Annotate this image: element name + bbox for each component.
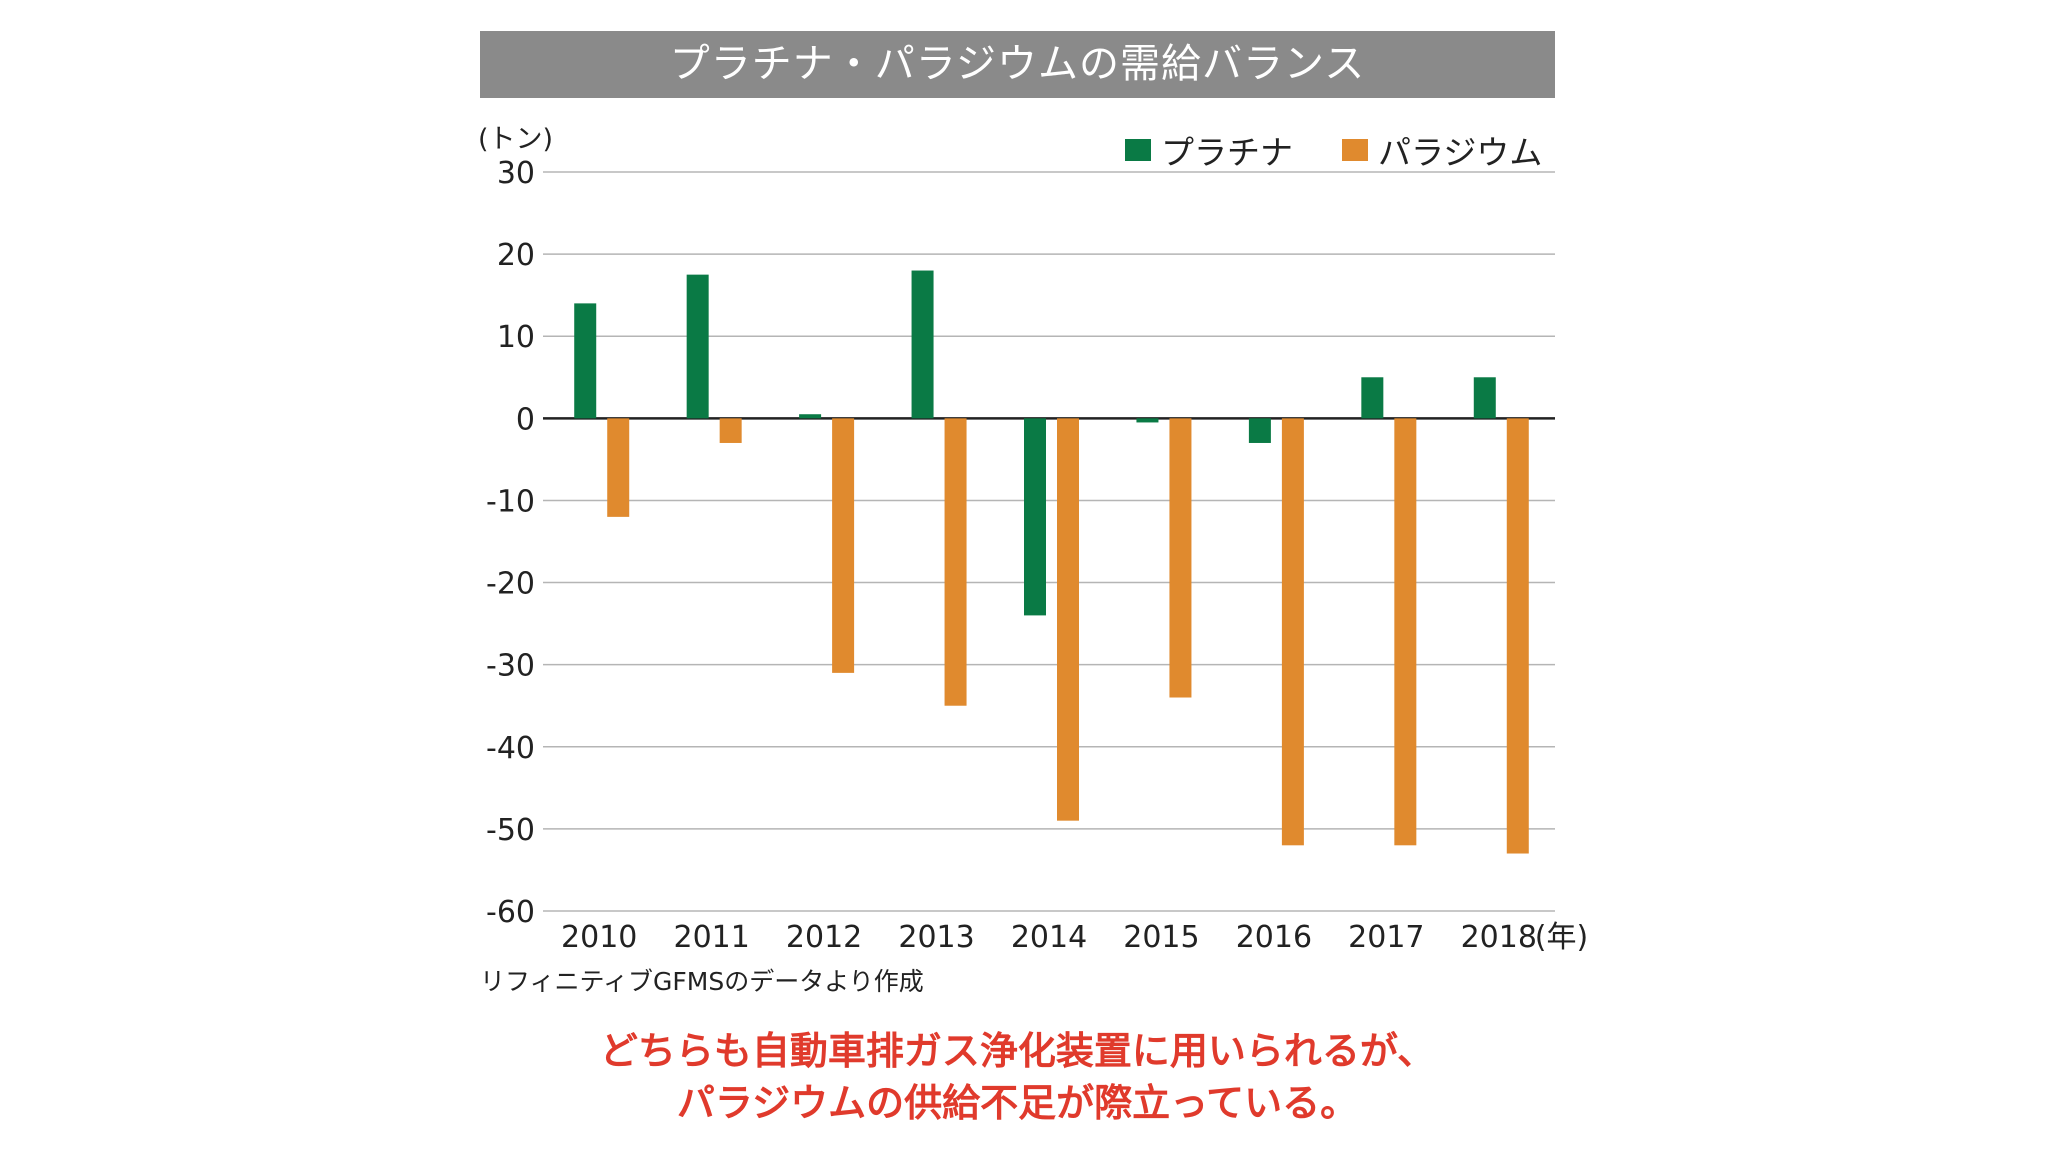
- x-tick-label: 2011: [673, 920, 749, 955]
- legend-swatch-platinum: [1125, 139, 1151, 161]
- y-tick-label: 30: [497, 156, 535, 191]
- legend-item-platinum: プラチナ: [1125, 126, 1293, 174]
- x-tick-label: 2014: [1011, 920, 1087, 955]
- x-tick-label: 2012: [786, 920, 862, 955]
- bar-platinum-2012: [799, 414, 822, 419]
- bar-palladium-2018: [1506, 418, 1529, 854]
- x-tick-label: 2016: [1236, 920, 1312, 955]
- x-axis-unit-label: (年): [1535, 920, 1588, 955]
- y-tick-label: -30: [486, 649, 535, 684]
- x-tick-label: 2013: [898, 920, 974, 955]
- legend-label-palladium: パラジウム: [1378, 133, 1543, 172]
- legend-label-platinum: プラチナ: [1161, 133, 1293, 172]
- y-tick-label: -20: [486, 567, 535, 602]
- bar-platinum-2014: [1024, 418, 1046, 616]
- bar-palladium-2016: [1281, 418, 1304, 846]
- x-tick-label: 2015: [1123, 920, 1199, 955]
- y-axis-unit-label: (トン): [478, 124, 554, 155]
- x-tick-label: 2010: [561, 920, 637, 955]
- bar-palladium-2010: [607, 418, 630, 517]
- bar-platinum-2011: [686, 274, 709, 419]
- x-tick-label: 2017: [1348, 920, 1424, 955]
- caption-line-2: パラジウムの供給不足が際立っている。: [676, 1081, 1359, 1125]
- legend-item-palladium: パラジウム: [1342, 126, 1542, 174]
- y-tick-label: -50: [486, 813, 535, 848]
- bar-palladium-2011: [719, 418, 742, 443]
- y-tick-label: 10: [497, 320, 535, 355]
- bar-palladium-2013: [944, 418, 967, 706]
- bar-platinum-2018: [1473, 377, 1496, 419]
- bar-platinum-2016: [1248, 418, 1271, 443]
- chart-title: プラチナ・パラジウムの需給バランス: [480, 31, 1555, 98]
- y-tick-label: 20: [497, 238, 535, 273]
- bar-platinum-2015: [1136, 418, 1159, 423]
- bar-platinum-2010: [574, 303, 597, 419]
- y-tick-label: -10: [486, 484, 535, 519]
- y-tick-label: 0: [516, 402, 535, 437]
- bar-palladium-2012: [832, 418, 855, 673]
- bar-platinum-2013: [911, 270, 934, 419]
- bar-palladium-2017: [1394, 418, 1417, 846]
- legend-swatch-palladium: [1342, 139, 1368, 161]
- bar-platinum-2017: [1361, 377, 1384, 419]
- y-tick-label: -40: [486, 731, 535, 766]
- y-tick-label: -60: [486, 895, 535, 930]
- x-tick-label: 2018: [1461, 920, 1537, 955]
- bar-palladium-2014: [1057, 418, 1079, 821]
- caption-line-1: どちらも自動車排ガス浄化装置に用いられるが、: [599, 1029, 1436, 1073]
- bar-palladium-2015: [1169, 418, 1192, 698]
- source-note: リフィニティブGFMSのデータより作成: [480, 967, 924, 996]
